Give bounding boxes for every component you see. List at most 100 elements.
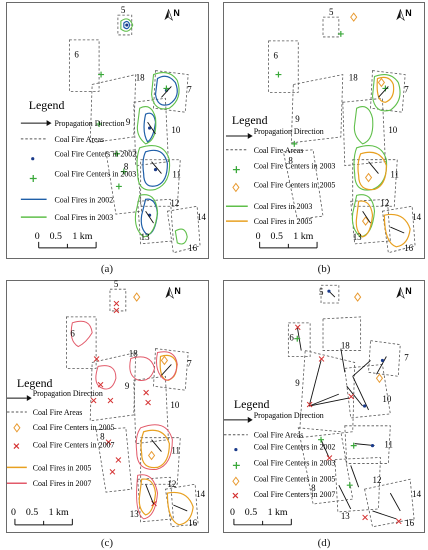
legend-label-5: Coal Fires in 2005	[33, 463, 92, 472]
coal-fire-areas	[68, 14, 201, 254]
svg-text:0.5: 0.5	[245, 507, 257, 518]
caption-a: (a)	[100, 263, 114, 275]
area-numbers: 5 6 18 7 9 10 8 11 12 13 14 16	[74, 5, 206, 253]
svg-text:1 km: 1 km	[49, 507, 69, 518]
map-panel-a: Legend Propagation Direction Coal Fire A…	[6, 2, 209, 259]
svg-text:6: 6	[274, 51, 279, 61]
north-arrow-icon: N	[396, 286, 412, 299]
legend-label-6: Coal Fires in 2005	[254, 217, 313, 226]
legend-label-2: Coal Fire Areas	[254, 431, 304, 440]
centers-2005	[354, 292, 384, 384]
legend-center-2005-icon	[232, 182, 240, 193]
legend-arrowhead-icon	[46, 120, 52, 127]
area-numbers: 5 6 18 7 9 10 8 11 12 13 14 16	[274, 7, 422, 253]
caption-b: (b)	[317, 263, 331, 275]
centers-2007	[90, 300, 157, 507]
legend-center-2003-icon	[29, 175, 37, 182]
svg-text:1 km: 1 km	[293, 231, 313, 242]
svg-text:0: 0	[256, 231, 261, 242]
svg-text:12: 12	[167, 479, 176, 489]
legend-center-2002-icon	[31, 157, 35, 161]
map-c-svg: Legend Propagation Direction Coal Fire A…	[7, 279, 206, 528]
legend-label-1: Propagation Direction	[33, 389, 103, 398]
svg-text:N: N	[173, 8, 179, 18]
svg-text:6: 6	[289, 333, 294, 343]
svg-text:11: 11	[384, 440, 393, 450]
svg-text:18: 18	[341, 341, 350, 351]
legend-label-4: Coal Fire Centers in 2005	[254, 180, 336, 189]
svg-text:18: 18	[129, 348, 138, 358]
legend-label-5: Coal Fires in 2002	[55, 195, 114, 204]
svg-text:16: 16	[404, 243, 413, 253]
svg-text:5: 5	[121, 5, 126, 15]
legend-label-2: Coal Fire Areas	[55, 135, 105, 144]
scale-bar: 0 0.5 1 km	[256, 231, 318, 249]
svg-text:11: 11	[390, 170, 399, 180]
svg-text:0: 0	[11, 507, 16, 518]
centers-2005	[133, 292, 169, 461]
svg-text:10: 10	[171, 125, 180, 135]
svg-text:9: 9	[295, 378, 300, 388]
legend-center-2007-icon	[13, 443, 20, 450]
svg-text:10: 10	[388, 125, 397, 135]
svg-text:13: 13	[130, 509, 139, 519]
svg-text:18: 18	[136, 72, 145, 82]
svg-text:10: 10	[382, 394, 391, 404]
legend-label-4: Coal Fire Centers in 2003	[254, 458, 336, 467]
svg-text:7: 7	[187, 358, 192, 368]
svg-text:16: 16	[405, 518, 414, 528]
legend-label-3: Coal Fire Centers in 2002	[254, 443, 336, 452]
svg-text:0.5: 0.5	[50, 231, 62, 242]
svg-text:9: 9	[125, 381, 130, 391]
svg-text:7: 7	[404, 84, 409, 94]
legend-title: Legend	[234, 397, 270, 411]
propagation-arrows	[145, 86, 172, 224]
svg-text:16: 16	[188, 243, 197, 253]
svg-text:13: 13	[353, 232, 362, 242]
centers-2002	[125, 23, 168, 217]
svg-text:14: 14	[197, 212, 206, 222]
fires-2005	[355, 76, 411, 248]
svg-text:12: 12	[170, 198, 179, 208]
map-a-svg: Legend Propagation Direction Coal Fire A…	[20, 5, 207, 254]
legend-center-2002-icon	[234, 447, 238, 452]
area-numbers: 5 6 18 7 9 10 8 11 12 13 14 16	[289, 287, 421, 528]
legend-label-6: Coal Fires in 2007	[33, 479, 92, 488]
svg-text:9: 9	[126, 117, 131, 127]
svg-text:8: 8	[100, 432, 105, 442]
legend-label-3: Coal Fire Centers in 2005	[33, 423, 115, 432]
legend-center-2005-icon	[13, 423, 21, 433]
svg-text:N: N	[405, 8, 411, 18]
propagation-arrows	[362, 86, 405, 234]
svg-text:13: 13	[141, 232, 150, 242]
legend-label-1: Propagation Direction	[55, 119, 125, 128]
map-panel-d: Legend Propagation Direction Coal Fire A…	[223, 280, 425, 533]
area-numbers: 5 6 18 7 9 10 8 11 12 13 14 16	[70, 279, 205, 528]
svg-text:6: 6	[70, 329, 75, 339]
propagation-arrows	[145, 364, 188, 512]
caption-d: (d)	[317, 537, 331, 549]
legend-title: Legend	[17, 376, 53, 390]
legend-label-6: Coal Fires in 2003	[55, 213, 114, 222]
fires-2002	[123, 20, 178, 236]
coal-fire-areas	[66, 288, 199, 528]
fires-2003	[120, 18, 188, 245]
centers-2003	[294, 335, 357, 489]
svg-text:11: 11	[171, 446, 180, 456]
svg-text:0: 0	[230, 507, 235, 518]
map-b-svg: Legend Propagation Direction Coal Fire A…	[225, 7, 422, 254]
svg-text:14: 14	[412, 212, 421, 222]
svg-text:7: 7	[404, 352, 409, 362]
svg-text:8: 8	[124, 162, 129, 172]
centers-2005	[350, 12, 386, 226]
legend-center-2005-icon	[232, 476, 240, 487]
legend-label-3: Coal Fire Centers in 2003	[254, 162, 336, 171]
legend-label-2: Coal Fire Areas	[254, 146, 304, 155]
centers-2003	[275, 30, 389, 147]
svg-text:14: 14	[412, 489, 421, 499]
legend-label-5: Coal Fire Centers in 2005	[254, 474, 336, 483]
svg-text:8: 8	[288, 156, 293, 166]
legend-label-4: Coal Fire Centers in 2003	[55, 170, 137, 179]
legend-arrowhead-icon	[26, 395, 32, 402]
legend-arrowhead-icon	[247, 132, 253, 139]
